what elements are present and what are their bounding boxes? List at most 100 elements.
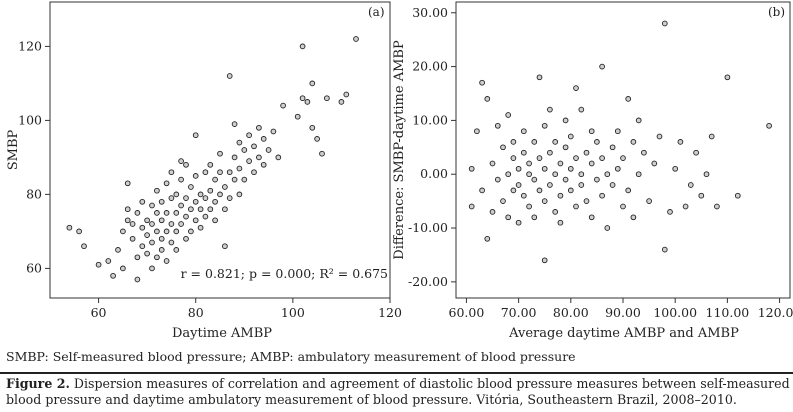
point-b-16 — [510, 155, 517, 161]
point-a-73 — [212, 176, 218, 183]
point-a-19 — [139, 198, 146, 205]
caption-rule — [0, 372, 793, 374]
point-a-105 — [299, 43, 306, 50]
point-a-4 — [105, 258, 112, 264]
point-a-7 — [120, 265, 126, 272]
panel-label-b: (b) — [768, 5, 785, 19]
point-a-21 — [144, 232, 150, 238]
point-b-83 — [641, 149, 647, 156]
x-tick-label-b-2: 80.00 — [553, 305, 589, 320]
point-b-96 — [703, 171, 710, 178]
point-a-34 — [158, 198, 165, 205]
point-b-57 — [578, 182, 585, 188]
point-a-102 — [280, 102, 286, 109]
point-b-53 — [573, 203, 579, 210]
point-b-55 — [573, 85, 579, 91]
point-a-112 — [338, 99, 345, 105]
point-a-75 — [217, 169, 223, 176]
point-a-76 — [217, 150, 223, 157]
y-tick-label-a-1: 80 — [26, 186, 42, 201]
point-a-78 — [222, 206, 228, 213]
point-b-9 — [494, 122, 501, 129]
point-b-14 — [505, 171, 512, 178]
point-b-50 — [567, 165, 574, 172]
point-a-43 — [173, 247, 180, 253]
point-a-20 — [144, 250, 150, 257]
x-tick-label-b-0: 60.00 — [449, 305, 485, 320]
point-a-16 — [134, 210, 141, 216]
point-b-94 — [693, 149, 699, 156]
point-a-83 — [231, 176, 238, 183]
point-b-99 — [724, 74, 731, 81]
point-b-31 — [536, 155, 543, 161]
point-b-74 — [614, 165, 621, 172]
y-tick-label-a-3: 120 — [18, 38, 42, 53]
point-a-36 — [163, 228, 170, 235]
point-b-77 — [625, 96, 632, 102]
point-b-17 — [510, 187, 517, 194]
point-a-60 — [192, 173, 199, 179]
point-b-41 — [552, 171, 559, 178]
point-a-50 — [178, 158, 184, 164]
point-a-85 — [231, 121, 238, 127]
point-a-25 — [149, 221, 155, 227]
point-b-20 — [515, 165, 522, 172]
point-a-104 — [299, 95, 306, 102]
point-a-94 — [251, 143, 257, 150]
point-b-0 — [468, 165, 475, 172]
point-b-92 — [682, 203, 689, 210]
point-a-74 — [217, 191, 223, 198]
point-a-84 — [231, 154, 238, 161]
y-tick-label-b-1: 20.00 — [412, 59, 448, 74]
point-a-49 — [178, 176, 184, 183]
point-a-12 — [129, 235, 136, 242]
point-b-38 — [547, 182, 553, 188]
point-a-2 — [81, 243, 87, 250]
point-b-76 — [620, 155, 626, 161]
point-a-24 — [149, 239, 155, 246]
point-a-13 — [129, 221, 136, 227]
point-b-28 — [531, 139, 538, 145]
x-tick-label-b-3: 90.00 — [605, 305, 641, 320]
point-a-108 — [309, 124, 316, 131]
point-b-62 — [588, 128, 595, 135]
point-b-46 — [557, 219, 564, 226]
x-tick-label-a-3: 120 — [378, 305, 402, 320]
panel-label-a: (a) — [368, 5, 385, 19]
point-b-54 — [573, 155, 579, 161]
point-b-67 — [599, 63, 605, 70]
point-b-66 — [599, 155, 605, 161]
point-b-101 — [766, 122, 772, 129]
point-b-85 — [651, 160, 658, 167]
y-axis-label-a: SMBP — [6, 129, 21, 170]
point-b-49 — [562, 117, 569, 124]
point-b-80 — [630, 214, 637, 221]
caption-text: Dispersion measures of correlation and a… — [6, 376, 790, 407]
point-b-42 — [552, 209, 559, 215]
point-a-100 — [270, 128, 277, 135]
point-b-34 — [541, 165, 548, 172]
points-b — [468, 20, 772, 264]
y-axis-label-b: Difference: SMBP-daytime AMBP — [392, 40, 407, 260]
point-a-52 — [183, 213, 189, 220]
caption-label: Figure 2. — [6, 376, 70, 391]
point-b-65 — [594, 139, 600, 145]
y-tick-label-a-0: 60 — [26, 260, 42, 275]
point-b-43 — [552, 139, 559, 145]
point-b-11 — [500, 144, 506, 151]
point-b-29 — [531, 176, 538, 183]
point-a-87 — [236, 165, 243, 172]
point-b-36 — [541, 257, 548, 264]
point-a-54 — [183, 161, 189, 168]
point-b-1 — [468, 203, 475, 210]
point-a-35 — [163, 258, 170, 264]
point-a-37 — [163, 210, 170, 216]
point-a-5 — [110, 272, 116, 279]
point-b-47 — [562, 144, 569, 151]
y-tick-label-a-2: 100 — [18, 112, 42, 127]
point-a-1 — [76, 228, 82, 235]
point-a-44 — [173, 228, 180, 235]
point-a-57 — [188, 184, 194, 190]
point-a-63 — [197, 206, 204, 213]
point-b-7 — [489, 160, 496, 167]
